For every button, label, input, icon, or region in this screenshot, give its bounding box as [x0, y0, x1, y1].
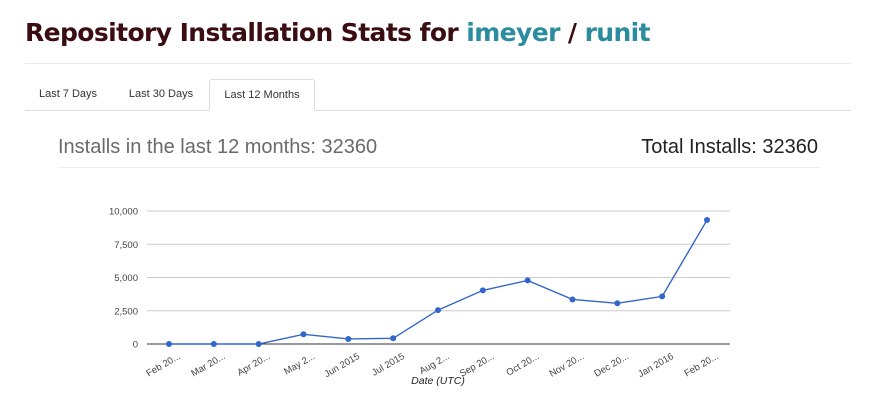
y-tick-label: 0: [133, 340, 138, 351]
x-tick-label: May 2...: [282, 351, 317, 377]
tab-last-30-days[interactable]: Last 30 Days: [128, 88, 194, 100]
header-divider: [25, 63, 851, 64]
data-point[interactable]: [210, 341, 217, 347]
data-point[interactable]: [300, 331, 307, 338]
data-point[interactable]: [166, 341, 172, 347]
x-tick-label: Mar 20...: [189, 351, 227, 379]
data-point[interactable]: [659, 293, 666, 300]
x-tick-label: Feb 20...: [683, 351, 721, 379]
x-tick-label: Oct 20...: [505, 351, 542, 378]
period-tabs: Last 7 Days Last 30 Days Last 12 Months: [25, 79, 851, 111]
y-tick-label: 10,000: [109, 207, 138, 218]
x-tick-label: Nov 20...: [548, 351, 586, 380]
data-point[interactable]: [569, 296, 576, 303]
data-point[interactable]: [704, 217, 710, 224]
data-point[interactable]: [255, 341, 262, 347]
x-tick-label: Feb 20...: [145, 351, 183, 379]
page-title-prefix: Repository Installation Stats for: [25, 18, 459, 47]
y-tick-label: 7,500: [114, 240, 138, 251]
data-point[interactable]: [435, 307, 441, 314]
repo-link[interactable]: runit: [584, 18, 651, 47]
stats-divider: [58, 167, 820, 168]
title-separator: /: [567, 18, 577, 47]
x-tick-label: Dec 20...: [592, 351, 630, 380]
page-title: Repository Installation Stats for imeyer…: [25, 18, 651, 47]
x-tick-label: Jun 2015: [322, 351, 361, 380]
data-point[interactable]: [390, 335, 397, 342]
owner-link[interactable]: imeyer: [466, 18, 560, 47]
tab-last-12-months[interactable]: Last 12 Months: [209, 79, 315, 111]
data-point[interactable]: [524, 277, 531, 284]
x-tick-label: Jul 2015: [370, 351, 407, 378]
x-tick-label: Jan 2016: [636, 351, 675, 380]
data-point[interactable]: [479, 287, 486, 294]
x-tick-label: Aug 2...: [418, 351, 452, 377]
x-tick-label: Apr 20...: [236, 351, 273, 378]
period-installs-text: Installs in the last 12 months: 32360: [58, 136, 378, 158]
y-tick-label: 5,000: [114, 273, 138, 284]
y-tick-label: 2,500: [114, 306, 138, 317]
series-line: [169, 219, 708, 345]
data-point[interactable]: [614, 300, 621, 307]
x-axis-title: Date (UTC): [411, 375, 465, 387]
total-installs-text: Total Installs: 32360: [641, 136, 818, 158]
data-point[interactable]: [345, 335, 352, 342]
tab-last-7-days[interactable]: Last 7 Days: [38, 88, 98, 100]
